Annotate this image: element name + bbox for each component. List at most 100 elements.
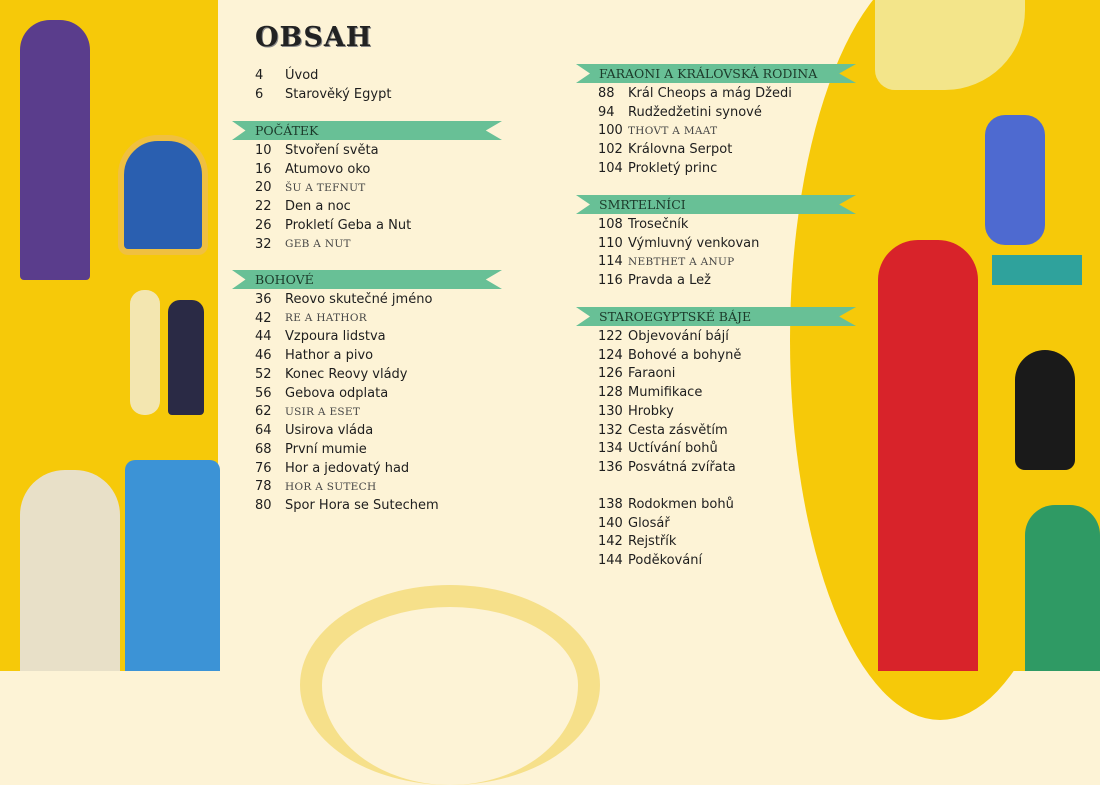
toc-entry[interactable]: 124 Bohové a bohyně bbox=[598, 346, 856, 365]
section-pocatek: POČÁTEK 10 Stvoření světa 16 Atumovo oko 20 ŠU… bbox=[232, 121, 502, 254]
toc-entry[interactable]: 32 GEB A NUT bbox=[255, 235, 502, 254]
toc-entry[interactable]: 76 Hor a jedovatý had bbox=[255, 459, 502, 478]
toc-entry[interactable]: 102 Královna Serpot bbox=[598, 140, 856, 159]
page-number: 94 bbox=[598, 104, 615, 120]
page-number: 20 bbox=[255, 180, 272, 196]
toc-entry[interactable]: 134 Uctívání bohů bbox=[598, 440, 856, 459]
toc-entry[interactable]: 44 Vzpoura lidstva bbox=[255, 328, 502, 347]
page-number: 6 bbox=[255, 86, 264, 102]
toc-entry[interactable]: 22 Den a noc bbox=[255, 197, 502, 216]
page-number: 116 bbox=[598, 273, 623, 289]
toc-entry[interactable]: 100 THOVT A MAAT bbox=[598, 122, 856, 141]
toc-entry[interactable]: 88 Král Cheops a mág Džedi bbox=[598, 84, 856, 103]
section-banner: STAROEGYPTSKÉ BÁJE bbox=[576, 307, 856, 326]
ram-god-illustration bbox=[125, 460, 220, 671]
queen-illustration bbox=[20, 470, 120, 671]
page-number: 46 bbox=[255, 348, 272, 364]
toc-entry[interactable]: 114 NEBTHET A ANUP bbox=[598, 253, 856, 272]
page-number: 138 bbox=[598, 496, 623, 512]
entry-title: Výmluvný venkovan bbox=[628, 235, 760, 251]
page-number: 122 bbox=[598, 328, 623, 344]
entry-title: THOVT A MAAT bbox=[628, 124, 718, 137]
toc-entry[interactable]: 4 Úvod bbox=[255, 66, 391, 85]
page-number: 68 bbox=[255, 441, 272, 457]
toc-entry[interactable]: 36 Reovo skutečné jméno bbox=[255, 290, 502, 309]
page-number: 102 bbox=[598, 142, 623, 158]
page-number: 36 bbox=[255, 291, 272, 307]
entry-title: Pravda a Lež bbox=[628, 273, 711, 289]
toc-entry[interactable]: 126 Faraoni bbox=[598, 365, 856, 384]
toc-entry[interactable]: 20 ŠU A TEFNUT bbox=[255, 179, 502, 198]
toc-entry[interactable]: 56 Gebova odplata bbox=[255, 384, 502, 403]
page-number: 52 bbox=[255, 366, 272, 382]
entry-title: Usirova vláda bbox=[285, 423, 374, 439]
section-faraoni: FARAONI A KRÁLOVSKÁ RODINA 88 Král Cheops … bbox=[576, 64, 856, 178]
toc-entry[interactable]: 136 Posvátná zvířata bbox=[598, 458, 856, 477]
toc-entry[interactable]: 64 Usirova vláda bbox=[255, 421, 502, 440]
toc-entry[interactable]: 132 Cesta zásvětím bbox=[598, 421, 856, 440]
toc-entry[interactable]: 122 Objevování bájí bbox=[598, 327, 856, 346]
section-heading: STAROEGYPTSKÉ BÁJE bbox=[599, 309, 752, 324]
page-number: 32 bbox=[255, 236, 272, 252]
toc-entry[interactable]: 108 Trosečník bbox=[598, 215, 856, 234]
toc-entry[interactable]: 62 USIR A ESET bbox=[255, 403, 502, 422]
page-number: 64 bbox=[255, 423, 272, 439]
section-banner: POČÁTEK bbox=[232, 121, 502, 140]
entry-title: Uctívání bohů bbox=[628, 441, 718, 457]
section-banner: SMRTELNÍCI bbox=[576, 195, 856, 214]
page-title: OBSAH bbox=[255, 22, 373, 53]
toc-entry[interactable]: 94 Rudžedžetini synové bbox=[598, 103, 856, 122]
page-number: 44 bbox=[255, 329, 272, 345]
toc-entry[interactable]: 78 HOR A SUTECH bbox=[255, 478, 502, 497]
entry-title: ŠU A TEFNUT bbox=[285, 181, 366, 194]
section-smrtelnici: SMRTELNÍCI 108 Trosečník 110 Výmluvný venkov… bbox=[576, 195, 856, 290]
anubis-illustration bbox=[168, 300, 204, 415]
page-number: 10 bbox=[255, 142, 272, 158]
toc-entry[interactable]: 80 Spor Hora se Sutechem bbox=[255, 496, 502, 515]
toc-entry[interactable]: 142 Rejstřík bbox=[598, 533, 734, 552]
toc-entry[interactable]: 46 Hathor a pivo bbox=[255, 346, 502, 365]
page-number: 56 bbox=[255, 385, 272, 401]
toc-entry[interactable]: 128 Mumifikace bbox=[598, 383, 856, 402]
page-number: 114 bbox=[598, 254, 623, 270]
entry-title: Glosář bbox=[628, 515, 670, 531]
entry-title: Starověký Egypt bbox=[285, 86, 392, 102]
entry-title: Objevování bájí bbox=[628, 328, 729, 344]
toc-entry[interactable]: 144 Poděkování bbox=[598, 551, 734, 570]
mummy-illustration bbox=[130, 290, 160, 415]
entry-title: Reovo skutečné jméno bbox=[285, 291, 433, 307]
toc-entry[interactable]: 52 Konec Reovy vlády bbox=[255, 365, 502, 384]
page-number: 140 bbox=[598, 515, 623, 531]
section-banner: FARAONI A KRÁLOVSKÁ RODINA bbox=[576, 64, 856, 83]
page-number: 144 bbox=[598, 553, 623, 569]
toc-entry[interactable]: 16 Atumovo oko bbox=[255, 160, 502, 179]
entry-title: HOR A SUTECH bbox=[285, 480, 377, 493]
toc-entry[interactable]: 104 Prokletý princ bbox=[598, 159, 856, 178]
page-number: 136 bbox=[598, 460, 623, 476]
page-number: 110 bbox=[598, 235, 623, 251]
entry-title: Faraoni bbox=[628, 366, 676, 382]
toc-entry[interactable]: 130 Hrobky bbox=[598, 402, 856, 421]
green-figure-illustration bbox=[1025, 505, 1100, 671]
section-banner: BOHOVÉ bbox=[232, 270, 502, 289]
toc-entry[interactable]: 26 Prokletí Geba a Nut bbox=[255, 216, 502, 235]
section-heading: POČÁTEK bbox=[255, 123, 319, 138]
entry-title: Úvod bbox=[285, 67, 319, 83]
entry-title: Mumifikace bbox=[628, 385, 703, 401]
toc-entry[interactable]: 138 Rodokmen bohů bbox=[598, 495, 734, 514]
section-heading: BOHOVÉ bbox=[255, 272, 314, 287]
entry-title: Hathor a pivo bbox=[285, 348, 374, 364]
toc-entry[interactable]: 140 Glosář bbox=[598, 514, 734, 533]
toc-entry[interactable]: 6 Starověký Egypt bbox=[255, 85, 391, 104]
entry-title: První mumie bbox=[285, 441, 367, 457]
toc-entry[interactable]: 10 Stvoření světa bbox=[255, 141, 502, 160]
goddess-illustration bbox=[878, 240, 978, 671]
toc-entry[interactable]: 42 RE A HATHOR bbox=[255, 309, 502, 328]
toc-entry[interactable]: 68 První mumie bbox=[255, 440, 502, 459]
entry-title: GEB A NUT bbox=[285, 238, 351, 251]
page-number: 128 bbox=[598, 385, 623, 401]
entry-title: Rejstřík bbox=[628, 534, 677, 550]
sun-arc-decoration bbox=[300, 585, 600, 785]
toc-entry[interactable]: 116 Pravda a Lež bbox=[598, 271, 856, 290]
toc-entry[interactable]: 110 Výmluvný venkovan bbox=[598, 234, 856, 253]
